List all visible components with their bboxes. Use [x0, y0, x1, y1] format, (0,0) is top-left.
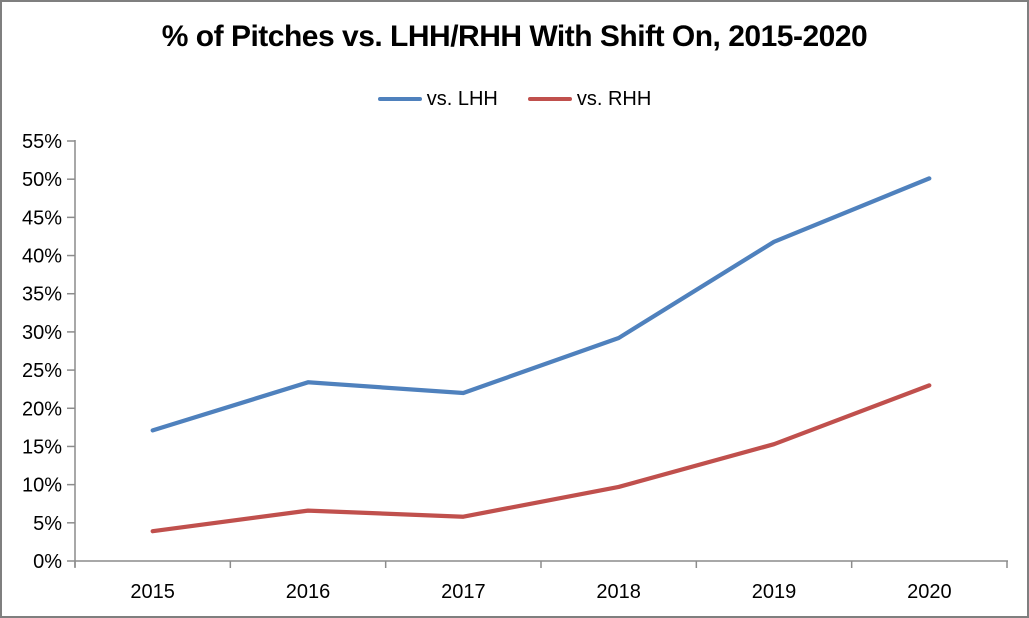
y-tick-label: 30%: [22, 322, 62, 344]
y-tick-label: 40%: [22, 246, 62, 268]
y-tick-label: 45%: [22, 207, 62, 229]
y-tick-label: 15%: [22, 436, 62, 458]
x-tick-label: 2017: [441, 581, 486, 603]
y-tick-label: 5%: [33, 513, 62, 535]
rhh-line-swatch-icon: [527, 97, 572, 101]
y-tick-label: 10%: [22, 475, 62, 497]
y-tick-label: 20%: [22, 398, 62, 420]
legend-label-lhh: vs. LHH: [426, 87, 498, 110]
legend-item-rhh: vs. RHH: [527, 87, 652, 111]
x-tick-label: 2018: [596, 581, 641, 603]
series-line-vsrhh: [150, 383, 932, 534]
y-tick-label: 50%: [22, 169, 62, 191]
y-tick-label: 35%: [22, 284, 62, 306]
legend-item-lhh: vs. LHH: [377, 87, 498, 111]
x-tick-label: 2020: [907, 581, 952, 603]
y-tick-label: 25%: [22, 360, 62, 382]
x-tick-label: 2019: [752, 581, 797, 603]
series-line-vslhh: [150, 176, 932, 433]
x-tick-label: 2016: [286, 581, 331, 603]
y-tick-label: 55%: [22, 131, 62, 153]
y-tick-label: 0%: [33, 551, 62, 573]
x-tick-label: 2015: [130, 581, 175, 603]
legend-label-rhh: vs. RHH: [576, 87, 652, 110]
chart-title: % of Pitches vs. LHH/RHH With Shift On, …: [161, 20, 868, 53]
lhh-line-swatch-icon: [377, 97, 422, 101]
legend: vs. LHH vs. RHH: [0, 86, 1029, 112]
